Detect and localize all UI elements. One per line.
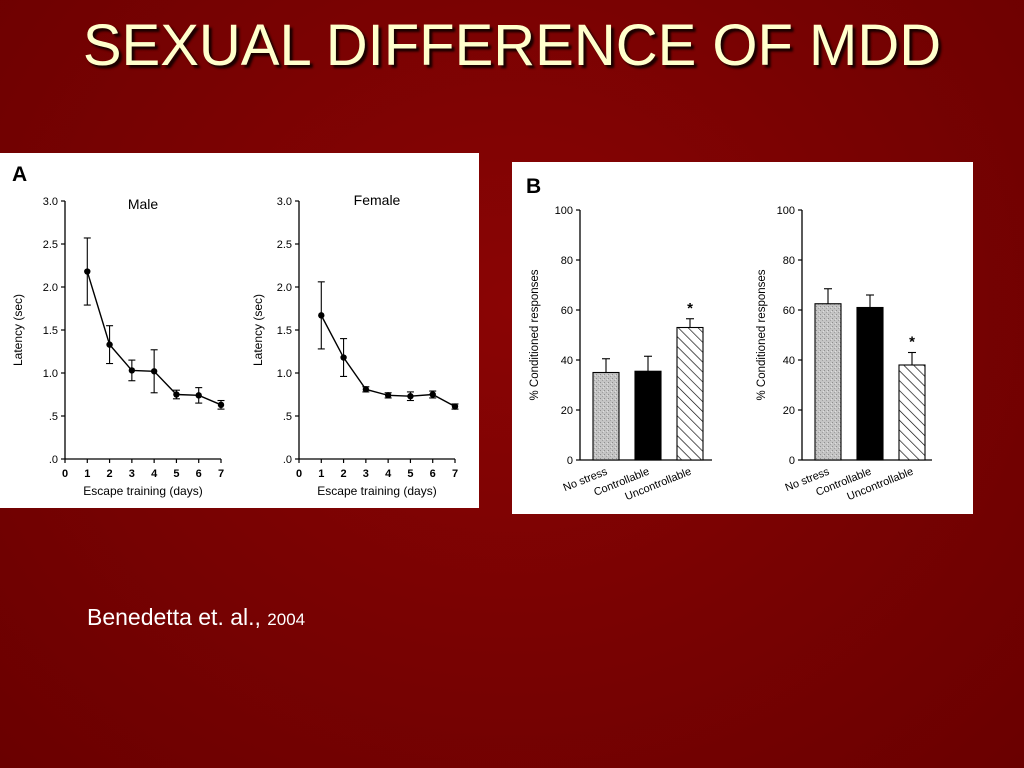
chart-1-x-axis-label: Escape training (days) [317, 484, 436, 498]
chart-0-xtick-label: 7 [218, 468, 224, 480]
chart-0-data-point [150, 368, 158, 375]
chart-1-group: .0 .5 1.0 1.5 2.0 2.5 3.0 0 1 2 3 4 5 6 7 Female Escape … [251, 192, 459, 498]
chart-1-data-point [340, 354, 347, 361]
chart-1-ytick-label: 3.0 [277, 196, 292, 208]
chart-2-ytick-label: 100 [555, 205, 573, 217]
chart-1-xtick-label: 6 [430, 468, 436, 480]
chart-3-ytick-label: 40 [783, 355, 795, 367]
chart-1-y-axis-label: Latency (sec) [251, 294, 265, 366]
chart-1-ytick-label: .5 [283, 411, 292, 423]
chart-2-significance-mark: * [687, 300, 693, 317]
chart-0-xtick-label: 6 [196, 468, 202, 480]
chart-0-title: Male [128, 196, 159, 212]
chart-0-data-point [195, 392, 202, 399]
panel-a-svg: A .0.51.01.52.02.53.00 1 2 3 4 5 6 7MaleEscape … [11, 163, 459, 498]
chart-0-ytick-label: .0 [49, 454, 58, 466]
chart-2-ytick-label: 20 [561, 405, 573, 417]
chart-1-ytick-label: 1.0 [277, 368, 292, 380]
chart-0-ytick-label: .5 [49, 411, 58, 423]
chart-3-ytick-label: 0 [789, 455, 795, 467]
panel-a-label: A [12, 163, 27, 186]
chart-0-xtick-label: 4 [151, 468, 158, 480]
chart-0-ytick-label: 1.0 [43, 368, 58, 380]
chart-3-ytick-label: 100 [777, 205, 795, 217]
chart-0-data-point [84, 268, 91, 275]
chart-0-xtick-label: 3 [129, 468, 135, 480]
chart-2-ytick-label: 40 [561, 355, 573, 367]
chart-2-bar [592, 371, 620, 461]
panel-b-label: B [526, 175, 541, 198]
citation-year: 2004 [267, 610, 306, 629]
chart-2-bar [634, 370, 662, 461]
chart-1-ytick-label: 2.0 [277, 282, 292, 294]
chart-1-data-point [407, 393, 414, 400]
chart-3-ytick-label: 20 [783, 405, 795, 417]
chart-1-data-point [429, 391, 436, 398]
chart-1-xtick-label: 3 [363, 468, 369, 480]
chart-0-group: .0 .5 1.0 1.5 2.0 2.5 3.0 0 1 2 3 4 5 6 7 Male Escape tr… [11, 196, 225, 498]
chart-0-xtick-label: 5 [173, 468, 179, 480]
chart-2-y-axis-label: % Conditioned responses [529, 269, 541, 400]
chart-2-ytick-label: 80 [561, 255, 573, 267]
citation: Benedetta et. al., 2004 [87, 604, 305, 631]
chart-2-ytick-label: 0 [567, 455, 573, 467]
chart-0-data-point [217, 401, 225, 409]
figure-panel-b: B 0 20 40 60 80 100 No stress Controllable * Unco… [512, 162, 973, 514]
chart-0-ytick-label: 2.0 [43, 282, 58, 294]
chart-1-ytick-label: 1.5 [277, 325, 292, 337]
chart-0-ytick-label: 1.5 [43, 325, 58, 337]
chart-3-ytick-label: 80 [783, 255, 795, 267]
chart-0-y-axis-label: Latency (sec) [11, 294, 25, 366]
chart-0-data-point [106, 341, 113, 348]
chart-1-xtick-label: 2 [341, 468, 347, 480]
chart-0-x-axis-label: Escape training (days) [83, 484, 202, 498]
chart-3-ytick-label: 60 [783, 305, 795, 317]
chart-0-ytick-label: 2.5 [43, 239, 58, 251]
chart-3-bar [814, 303, 842, 461]
chart-1-data-point [451, 403, 459, 410]
chart-0-data-point [173, 391, 180, 398]
chart-1-title: Female [354, 192, 401, 208]
chart-1-xtick-label: 7 [452, 468, 458, 480]
chart-1-xtick-label: 0 [296, 468, 302, 480]
chart-1-ytick-label: 2.5 [277, 239, 292, 251]
chart-3-significance-mark: * [909, 334, 915, 351]
citation-author: Benedetta et. al., [87, 604, 268, 630]
chart-0-xtick-label: 2 [107, 468, 113, 480]
chart-1-data-point [384, 392, 392, 399]
chart-0-data-point [128, 367, 136, 374]
chart-3-bar [898, 364, 926, 461]
chart-2-ytick-label: 60 [561, 305, 573, 317]
chart-1-ytick-label: .0 [283, 454, 292, 466]
chart-3-y-axis-label: % Conditioned responses [756, 269, 768, 400]
chart-1-xtick-label: 5 [407, 468, 413, 480]
figure-panel-a: A .0.5 1.0 1.5 2.0 2.5 3.0 0 1 2 3 4 5 6 7 Male Escape … [0, 153, 479, 508]
chart-3-bar [856, 306, 884, 461]
chart-0-xtick-label: 1 [84, 468, 90, 480]
chart-2-bar [676, 326, 704, 461]
slide-title: SEXUAL DIFFERENCE OF MDD [82, 13, 942, 78]
chart-1-data-point [318, 312, 325, 319]
chart-0-ytick-label: 3.0 [43, 196, 58, 208]
chart-1-xtick-label: 4 [385, 468, 392, 480]
chart-1-data-point [362, 386, 370, 393]
chart-1-xtick-label: 1 [318, 468, 324, 480]
chart-0-xtick-label: 0 [62, 468, 68, 480]
